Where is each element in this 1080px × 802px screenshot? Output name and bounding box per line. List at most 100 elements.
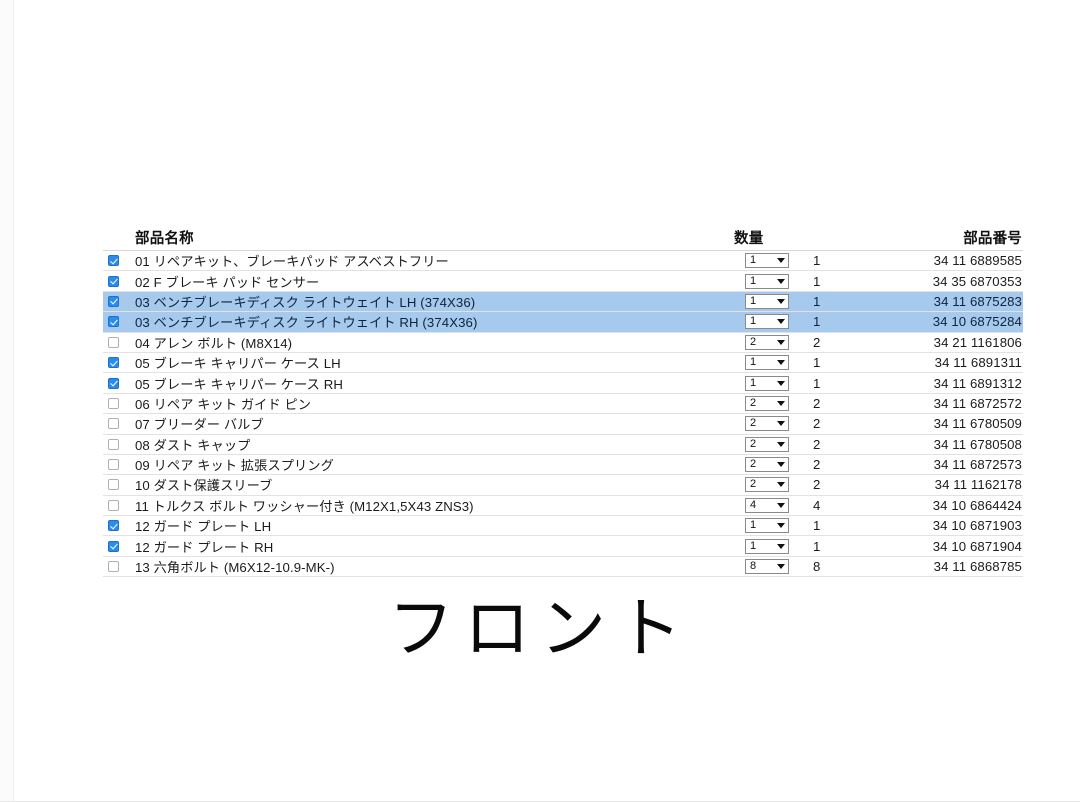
row-checkbox-cell[interactable] (103, 499, 133, 511)
cell-quantity-select[interactable]: 1 (745, 293, 803, 309)
cell-part-number: 34 11 6780509 (933, 416, 1022, 432)
checkbox-unchecked-icon[interactable] (108, 397, 119, 409)
row-checkbox-cell[interactable] (103, 479, 133, 491)
cell-quantity-select[interactable]: 2 (745, 416, 803, 432)
table-row[interactable]: 09 リペア キット 拡張スプリング 2 2 34 11 6872573 (103, 455, 1023, 476)
cell-quantity-select[interactable]: 2 (745, 334, 803, 350)
cell-quantity-select[interactable]: 1 (745, 518, 803, 534)
quantity-dropdown[interactable]: 2 (745, 436, 789, 452)
cell-quantity-select[interactable]: 2 (745, 457, 803, 473)
cell-quantity-value: 2 (813, 395, 821, 411)
quantity-dropdown[interactable]: 1 (745, 518, 789, 534)
cell-part-name: 02 F ブレーキ パッド センサー (135, 274, 320, 290)
cell-part-name: 05 ブレーキ キャリパー ケース RH (135, 376, 343, 392)
checkbox-unchecked-icon[interactable] (108, 561, 119, 573)
cell-part-number: 34 10 6875284 (932, 314, 1022, 330)
row-checkbox-cell[interactable] (103, 275, 133, 287)
row-checkbox-cell[interactable] (103, 397, 133, 409)
table-row[interactable]: 04 アレン ボルト (M8X14) 2 2 34 21 1161806 (103, 333, 1023, 353)
table-row[interactable]: 06 リペア キット ガイド ピン 2 2 34 11 6872572 (103, 394, 1023, 415)
checkbox-checked-icon[interactable] (108, 540, 119, 552)
table-row[interactable]: 08 ダスト キャップ 2 2 34 11 6780508 (103, 435, 1023, 455)
table-row[interactable]: 07 ブリーダー バルブ 2 2 34 11 6780509 (103, 414, 1023, 435)
quantity-dropdown[interactable]: 2 (745, 416, 789, 432)
table-row[interactable]: 13 六角ボルト (M6X12-10.9-MK-) 8 8 34 11 6868785 (103, 557, 1023, 578)
checkbox-unchecked-icon[interactable] (108, 459, 119, 471)
table-row[interactable]: 01 リペアキット、ブレーキパッド アスベストフリー 1 1 34 11 688958… (103, 251, 1023, 272)
cell-quantity-select[interactable]: 1 (745, 375, 803, 391)
checkbox-checked-icon[interactable] (108, 316, 119, 328)
row-checkbox-cell[interactable] (103, 520, 133, 532)
table-row[interactable]: 05 ブレーキ キャリパー ケース LH 1 1 34 11 6891311 (103, 353, 1023, 374)
quantity-dropdown[interactable]: 2 (745, 334, 789, 350)
checkbox-unchecked-icon[interactable] (108, 418, 119, 430)
table-body: 01 リペアキット、ブレーキパッド アスベストフリー 1 1 34 11 688958… (103, 250, 1023, 578)
cell-part-name: 01 リペアキット、ブレーキパッド アスベストフリー (135, 254, 449, 270)
checkbox-checked-icon[interactable] (108, 255, 119, 267)
row-checkbox-cell[interactable] (103, 418, 133, 430)
quantity-dropdown[interactable]: 1 (745, 375, 789, 391)
quantity-dropdown[interactable]: 4 (745, 497, 789, 513)
table-row[interactable]: 10 ダスト保護スリーブ 2 2 34 11 1162178 (103, 475, 1023, 496)
table-row[interactable]: 12 ガード プレート RH 1 1 34 10 6871904 (103, 536, 1023, 557)
row-checkbox-cell[interactable] (103, 459, 133, 471)
cell-quantity-select[interactable]: 1 (745, 253, 803, 269)
checkbox-checked-icon[interactable] (108, 520, 119, 532)
cell-quantity-select[interactable]: 1 (745, 314, 803, 330)
cell-part-number: 34 10 6864424 (932, 497, 1022, 513)
cell-quantity-select[interactable]: 1 (745, 355, 803, 371)
quantity-dropdown[interactable]: 1 (745, 273, 789, 289)
table-row[interactable]: 05 ブレーキ キャリパー ケース RH 1 1 34 11 6891312 (103, 373, 1023, 394)
cell-part-number: 34 35 6870353 (932, 273, 1022, 289)
cell-quantity-select[interactable]: 2 (745, 395, 803, 411)
row-checkbox-cell[interactable] (103, 336, 133, 348)
quantity-dropdown[interactable]: 1 (745, 314, 789, 330)
quantity-dropdown[interactable]: 1 (745, 538, 789, 554)
cell-quantity-value: 1 (813, 538, 821, 554)
chevron-down-icon (777, 441, 785, 447)
checkbox-unchecked-icon[interactable] (108, 499, 119, 511)
quantity-dropdown[interactable]: 8 (745, 559, 789, 575)
row-checkbox-cell[interactable] (103, 255, 133, 267)
table-row[interactable]: 11 トルクス ボルト ワッシャー付き (M12X1,5X43 ZNS3) 4 4 3… (103, 496, 1023, 517)
cell-quantity-value: 2 (813, 334, 821, 350)
table-row[interactable]: 03 ベンチブレーキディスク ライトウェイト RH (374X36) 1 1 34 1… (103, 312, 1023, 333)
row-checkbox-cell[interactable] (103, 377, 133, 389)
quantity-dropdown[interactable]: 1 (745, 253, 789, 269)
checkbox-checked-icon[interactable] (108, 295, 119, 307)
quantity-dropdown[interactable]: 2 (745, 395, 789, 411)
checkbox-checked-icon[interactable] (108, 275, 119, 287)
table-row[interactable]: 12 ガード プレート LH 1 1 34 10 6871903 (103, 516, 1023, 537)
cell-part-name: 09 リペア キット 拡張スプリング (135, 458, 334, 474)
table-row[interactable]: 03 ベンチブレーキディスク ライトウェイト LH (374X36) 1 1 34 1… (103, 291, 1023, 313)
row-checkbox-cell[interactable] (103, 295, 133, 307)
quantity-dropdown[interactable]: 2 (745, 457, 789, 473)
cell-quantity-select[interactable]: 4 (745, 497, 803, 513)
quantity-dropdown[interactable]: 1 (745, 355, 789, 371)
row-checkbox-cell[interactable] (103, 540, 133, 552)
row-checkbox-cell[interactable] (103, 438, 133, 450)
cell-part-name: 07 ブリーダー バルブ (135, 417, 264, 433)
quantity-dropdown[interactable]: 2 (745, 477, 789, 493)
quantity-dropdown-value: 1 (750, 274, 757, 287)
row-checkbox-cell[interactable] (103, 357, 133, 369)
cell-part-name: 06 リペア キット ガイド ピン (135, 396, 312, 412)
table-row[interactable]: 02 F ブレーキ パッド センサー 1 1 34 35 6870353 (103, 271, 1023, 292)
row-checkbox-cell[interactable] (103, 561, 133, 573)
quantity-dropdown[interactable]: 1 (745, 293, 789, 309)
row-checkbox-cell[interactable] (103, 316, 133, 328)
quantity-dropdown-value: 1 (750, 315, 757, 328)
checkbox-unchecked-icon[interactable] (108, 438, 119, 450)
checkbox-unchecked-icon[interactable] (108, 336, 119, 348)
chevron-down-icon (777, 360, 785, 366)
cell-quantity-select[interactable]: 2 (745, 436, 803, 452)
cell-quantity-select[interactable]: 8 (745, 559, 803, 575)
checkbox-checked-icon[interactable] (108, 357, 119, 369)
cell-quantity-select[interactable]: 2 (745, 477, 803, 493)
header-part-number: 部品番号 (963, 231, 1022, 247)
checkbox-unchecked-icon[interactable] (108, 479, 119, 491)
checkbox-checked-icon[interactable] (108, 377, 119, 389)
cell-quantity-select[interactable]: 1 (745, 273, 803, 289)
cell-quantity-select[interactable]: 1 (745, 538, 803, 554)
